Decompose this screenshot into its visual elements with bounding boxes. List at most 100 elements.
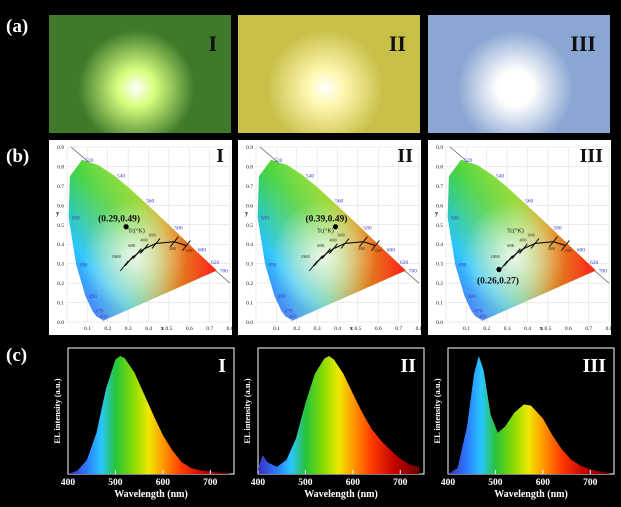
wavelength-label: 470 <box>474 309 483 315</box>
y-tick-label: 0.3 <box>246 262 253 268</box>
y-tick-label: 0.0 <box>436 320 443 326</box>
wavelength-label: 470 <box>284 309 293 315</box>
isotherm-line <box>308 260 318 272</box>
isotherm-line <box>371 240 380 251</box>
x-tick-label: 0.5 <box>165 326 172 332</box>
y-tick-label: 0.0 <box>246 320 253 326</box>
spectrum-chart-1: 400 500 600 700 Wavelength (nm) EL intensity … <box>42 342 238 502</box>
cct-mark-label: 2000 <box>358 247 365 251</box>
x-axis-label: x <box>350 325 354 332</box>
photo-roman-label: I <box>208 31 217 56</box>
wavelength-label: 560 <box>525 199 534 205</box>
x-tick-label: 0.1 <box>273 326 280 332</box>
x-tick-label: 700 <box>393 478 408 488</box>
wavelength-label: 580 <box>363 225 372 231</box>
panel-label-a: (a) <box>6 16 29 37</box>
spectrum-area <box>68 356 230 474</box>
y-tick-label: 0.1 <box>246 301 253 307</box>
wavelength-label: 520 <box>85 158 94 164</box>
isotherm-line <box>340 238 350 249</box>
x-tick-label: 0.3 <box>314 326 321 332</box>
isotherm-line <box>119 260 129 272</box>
x-tick-label: 400 <box>441 478 456 488</box>
cct-mark-label: 10000 <box>112 255 121 259</box>
cie-diagram-2: Tc(°K) 10000 6000 4000 3000 2000 1500 460 470 480… <box>238 140 423 335</box>
x-tick-label: 700 <box>583 478 598 488</box>
isotherm-line <box>314 255 323 266</box>
x-tick-label: 0.6 <box>375 326 382 332</box>
y-tick-label: 0.6 <box>57 203 64 209</box>
chromaticity-label: (0.29,0.49) <box>98 214 140 225</box>
cct-label: Tc(°K) <box>128 228 145 235</box>
cie-roman-label: III <box>580 145 604 167</box>
y-tick-label: 0.5 <box>436 223 443 229</box>
wavelength-label: 560 <box>146 199 155 205</box>
x-axis-label: x <box>161 325 165 332</box>
x-axis-label: Wavelength (nm) <box>304 489 378 500</box>
y-axis-label: EL intensity (a.u.) <box>52 378 62 443</box>
x-tick-label: 700 <box>203 478 218 488</box>
isotherm-line <box>321 248 331 259</box>
y-tick-label: 0.6 <box>246 203 253 209</box>
cct-mark-label: 3000 <box>149 233 156 237</box>
x-tick-label: 0.8 <box>416 326 421 332</box>
x-tick-label: 500 <box>488 478 503 488</box>
x-axis-label: Wavelength (nm) <box>494 489 568 500</box>
cct-mark-label: 1500 <box>185 249 192 253</box>
y-tick-label: 0.1 <box>57 301 64 307</box>
y-axis-label: y <box>435 210 439 217</box>
isotherm-line <box>329 243 338 255</box>
wavelength-label: 600 <box>387 248 396 254</box>
wavelength-label: 500 <box>261 215 270 221</box>
wavelength-label: 480 <box>468 294 477 300</box>
y-axis-label: y <box>245 210 249 217</box>
isotherm-line <box>561 240 570 251</box>
y-tick-label: 0.7 <box>57 184 64 190</box>
y-tick-label: 0.5 <box>246 223 253 229</box>
x-tick-label: 0.3 <box>504 326 511 332</box>
photo-led-1: I <box>49 15 231 133</box>
x-tick-label: 0.2 <box>293 326 300 332</box>
wavelength-label: 620 <box>211 260 220 266</box>
cct-mark-label: 1500 <box>374 249 381 253</box>
y-axis-label: EL intensity (a.u.) <box>432 378 442 443</box>
y-tick-label: 0.8 <box>246 164 253 170</box>
x-tick-label: 0.6 <box>565 326 572 332</box>
cct-mark-label: 2000 <box>548 247 555 251</box>
wavelength-label: 700 <box>220 268 229 274</box>
wavelength-label: 460 <box>99 314 108 320</box>
x-tick-label: 0.3 <box>125 326 132 332</box>
wavelength-label: 540 <box>496 173 505 179</box>
x-tick-label: 0.7 <box>585 326 592 332</box>
spectrum-area <box>258 356 420 474</box>
x-tick-label: 0.1 <box>463 326 470 332</box>
y-tick-label: 0.0 <box>57 320 64 326</box>
wavelength-label: 480 <box>89 294 98 300</box>
y-tick-label: 0.3 <box>57 262 64 268</box>
x-tick-label: 0.7 <box>206 326 213 332</box>
chromaticity-label: (0.39,0.49) <box>305 214 347 225</box>
cct-mark-label: 2000 <box>169 247 176 251</box>
cct-mark-label: 1500 <box>564 249 571 253</box>
chromaticity-point <box>332 224 339 230</box>
wavelength-label: 500 <box>451 215 460 221</box>
spectrum-roman-label: II <box>400 355 416 377</box>
y-tick-label: 0.7 <box>246 184 253 190</box>
cct-mark-label: 10000 <box>491 255 500 259</box>
x-tick-label: 0.7 <box>395 326 402 332</box>
chromaticity-point <box>496 266 502 273</box>
isotherm-line <box>132 248 142 259</box>
x-tick-label: 0.4 <box>334 326 341 332</box>
y-tick-label: 0.3 <box>436 262 443 268</box>
y-tick-label: 0.7 <box>436 184 443 190</box>
isotherm-line <box>511 248 521 259</box>
x-axis-label: x <box>540 325 544 332</box>
wavelength-label: 620 <box>400 260 409 266</box>
y-tick-label: 0.2 <box>436 281 443 287</box>
x-axis-label: Wavelength (nm) <box>114 489 188 500</box>
x-tick-label: 0.4 <box>145 326 152 332</box>
isotherm-line <box>530 238 540 249</box>
spectrum-chart-3: 400 500 600 700 Wavelength (nm) EL intensity … <box>422 342 618 502</box>
x-tick-label: 0.5 <box>354 326 361 332</box>
wavelength-label: 520 <box>464 158 473 164</box>
